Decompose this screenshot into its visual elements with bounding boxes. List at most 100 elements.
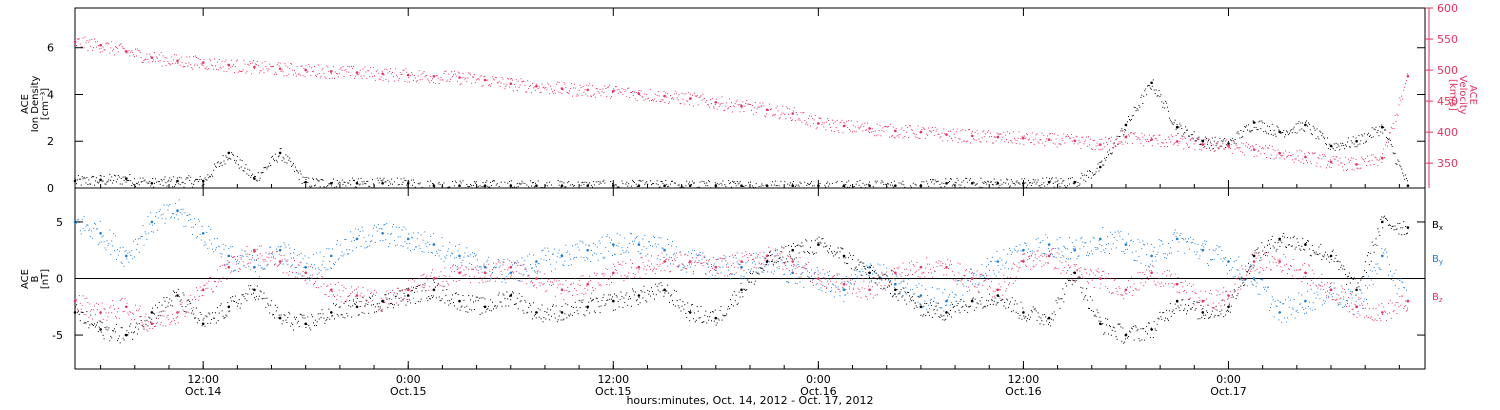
x-tick-date: Oct.16 <box>1005 385 1042 398</box>
by-point <box>637 243 641 246</box>
bx-point <box>99 328 102 331</box>
velocity-point <box>1227 144 1230 148</box>
by-point <box>1278 311 1281 314</box>
by-point <box>1175 237 1179 241</box>
density-point <box>176 179 179 183</box>
by-point <box>176 209 179 212</box>
velocity-point <box>1355 163 1358 166</box>
bz-point <box>458 271 461 275</box>
bx-point <box>996 294 1000 297</box>
bx-point <box>842 254 846 258</box>
velocity-point <box>253 65 256 69</box>
bx-point <box>1406 226 1410 229</box>
velocity-point <box>663 94 666 98</box>
by-point <box>612 243 615 246</box>
velocity-point <box>99 43 102 47</box>
top-left-tick-label: 0 <box>47 182 54 195</box>
bx-point <box>304 322 308 326</box>
velocity-point <box>1099 143 1102 146</box>
top-left-axis-label-line1: ACE <box>20 94 31 114</box>
velocity-point <box>688 97 692 100</box>
bx-point <box>355 305 359 309</box>
density-point <box>304 180 308 184</box>
density-point <box>227 151 231 155</box>
velocity-point <box>1022 137 1025 140</box>
density-point <box>330 182 333 185</box>
density-point <box>483 184 487 187</box>
velocity-point <box>714 101 718 104</box>
by-point <box>740 265 743 269</box>
bz-point <box>1329 288 1333 292</box>
velocity-point <box>791 112 794 115</box>
bx-point <box>432 288 436 292</box>
velocity-point <box>1150 138 1153 141</box>
bz-point <box>73 299 77 303</box>
bx-point <box>740 288 743 292</box>
velocity-point <box>1329 160 1333 164</box>
density-point <box>791 184 794 187</box>
bz-point <box>1047 254 1051 258</box>
bz-point <box>868 288 871 292</box>
bz-point <box>1381 311 1384 314</box>
legend-bz: Bz <box>1432 292 1443 304</box>
bz-point <box>432 277 436 280</box>
legend-bx: Bx <box>1432 220 1443 232</box>
bx-point <box>1150 328 1153 331</box>
bz-point <box>355 294 359 297</box>
bx-point <box>817 243 820 246</box>
density-point <box>1047 180 1051 184</box>
by-point <box>99 232 102 235</box>
by-point <box>945 299 948 303</box>
bx-point <box>509 294 513 297</box>
density-point <box>1073 180 1076 184</box>
velocity-cloud <box>75 36 1408 171</box>
bz-point <box>483 271 487 275</box>
bz-point <box>227 265 231 269</box>
bx-point <box>663 288 666 292</box>
top-right-tick-label: 500 <box>1437 64 1458 77</box>
bz-point <box>1124 288 1128 292</box>
density-point <box>1304 123 1307 127</box>
top-left-axis-label-line2: Ion Density <box>30 76 41 133</box>
by-point <box>125 254 128 258</box>
by-point <box>330 254 333 258</box>
bx-point <box>176 294 179 297</box>
top-right-tick-label: 350 <box>1437 157 1458 170</box>
bz-point <box>1252 260 1256 263</box>
density-point <box>99 178 102 182</box>
velocity-point <box>996 135 1000 139</box>
velocity-point <box>381 72 384 76</box>
bottom-panel-points <box>73 199 1410 344</box>
bz-point <box>714 265 718 269</box>
bx-point <box>1022 311 1025 314</box>
velocity-point <box>201 61 205 64</box>
bz-point <box>509 265 513 269</box>
by-point <box>996 260 1000 263</box>
bx-point <box>1201 311 1205 314</box>
by-point <box>458 254 461 258</box>
by-point <box>586 248 589 252</box>
bx-point <box>150 311 154 314</box>
density-point <box>125 177 128 180</box>
bottom-tick-label: 0 <box>56 273 63 286</box>
by-point <box>894 282 897 286</box>
x-tick-date: Oct.16 <box>800 385 837 398</box>
x-tick-date: Oct.14 <box>185 385 222 398</box>
velocity-point <box>278 67 282 71</box>
top-right-tick-label: 600 <box>1437 2 1458 15</box>
by-point <box>1304 299 1307 303</box>
bz-point <box>970 277 974 280</box>
bz-point <box>176 311 179 314</box>
bz-point <box>1150 271 1153 275</box>
legend-by: By <box>1432 254 1443 266</box>
bz-point <box>996 288 1000 292</box>
density-point <box>381 182 384 185</box>
by-point <box>406 237 410 241</box>
bottom-left-axis-label-line2: B <box>30 275 41 282</box>
bz-point <box>1227 294 1230 297</box>
tick-layer: 0246350400450500550600-50512:00Oct.140:0… <box>47 2 1458 398</box>
bz-point <box>1278 260 1281 263</box>
bz-point <box>945 265 948 269</box>
bottom-tick-label: 5 <box>56 216 63 229</box>
